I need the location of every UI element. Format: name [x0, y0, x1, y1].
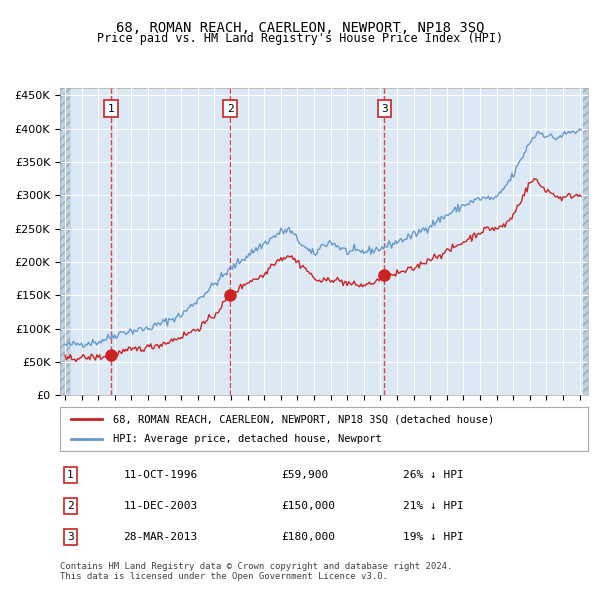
Text: 68, ROMAN REACH, CAERLEON, NEWPORT, NP18 3SQ: 68, ROMAN REACH, CAERLEON, NEWPORT, NP18… [116, 21, 484, 35]
Text: 19% ↓ HPI: 19% ↓ HPI [403, 532, 464, 542]
Text: 2: 2 [67, 501, 74, 511]
Text: Price paid vs. HM Land Registry's House Price Index (HPI): Price paid vs. HM Land Registry's House … [97, 32, 503, 45]
Text: 1: 1 [108, 103, 115, 113]
Bar [60, 88, 70, 395]
Text: HPI: Average price, detached house, Newport: HPI: Average price, detached house, Newp… [113, 434, 382, 444]
Text: 11-OCT-1996: 11-OCT-1996 [124, 470, 197, 480]
Text: Contains HM Land Registry data © Crown copyright and database right 2024.
This d: Contains HM Land Registry data © Crown c… [60, 562, 452, 581]
Text: 68, ROMAN REACH, CAERLEON, NEWPORT, NP18 3SQ (detached house): 68, ROMAN REACH, CAERLEON, NEWPORT, NP18… [113, 415, 494, 424]
Text: 3: 3 [67, 532, 74, 542]
Text: £150,000: £150,000 [282, 501, 336, 511]
Bar [583, 88, 588, 395]
Text: 2: 2 [227, 103, 233, 113]
Text: 28-MAR-2013: 28-MAR-2013 [124, 532, 197, 542]
Text: 11-DEC-2003: 11-DEC-2003 [124, 501, 197, 511]
Text: 26% ↓ HPI: 26% ↓ HPI [403, 470, 464, 480]
Text: 3: 3 [381, 103, 388, 113]
Text: 21% ↓ HPI: 21% ↓ HPI [403, 501, 464, 511]
Text: £180,000: £180,000 [282, 532, 336, 542]
Text: £59,900: £59,900 [282, 470, 329, 480]
Text: 1: 1 [67, 470, 74, 480]
